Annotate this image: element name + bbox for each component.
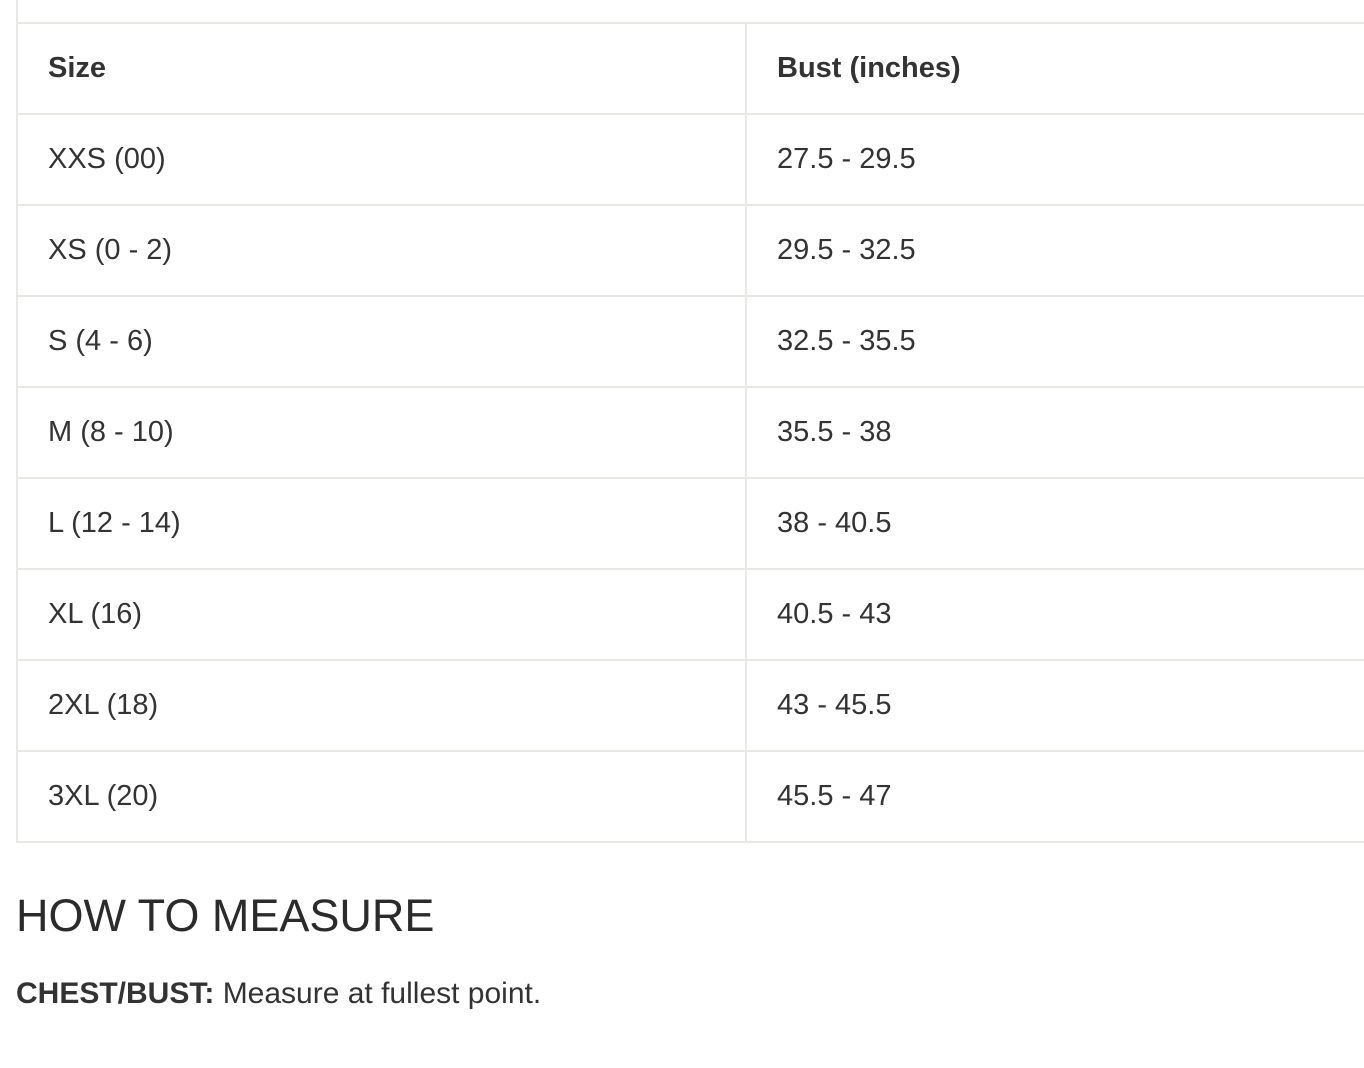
bust-cell: 32.5 - 35.5: [745, 295, 1364, 388]
size-cell: M (8 - 10): [16, 386, 747, 479]
table-row: S (4 - 6) 32.5 - 35.5: [16, 295, 1364, 388]
table-row: L (12 - 14) 38 - 40.5: [16, 477, 1364, 570]
measure-instruction: CHEST/BUST: Measure at fullest point.: [16, 977, 541, 1011]
size-cell: 3XL (20): [16, 750, 747, 843]
header-bust: Bust (inches): [745, 22, 1364, 115]
table-row-top-partial: [16, 0, 1364, 24]
bust-cell: 35.5 - 38: [745, 386, 1364, 479]
size-chart-table: Size Bust (inches) XXS (00) 27.5 - 29.5 XS…: [16, 0, 1364, 843]
measure-text: Measure at fullest point.: [222, 977, 542, 1010]
bust-cell: 45.5 - 47: [745, 750, 1364, 843]
table-row: XS (0 - 2) 29.5 - 32.5: [16, 204, 1364, 297]
bust-cell: 40.5 - 43: [745, 568, 1364, 661]
bust-cell: 38 - 40.5: [745, 477, 1364, 570]
measure-label: CHEST/BUST:: [16, 977, 215, 1010]
size-cell: S (4 - 6): [16, 295, 747, 388]
table-row: 2XL (18) 43 - 45.5: [16, 659, 1364, 752]
size-cell: XS (0 - 2): [16, 204, 747, 297]
size-cell: L (12 - 14): [16, 477, 747, 570]
bust-cell: 43 - 45.5: [745, 659, 1364, 752]
table-row: 3XL (20) 45.5 - 47: [16, 750, 1364, 843]
size-cell: 2XL (18): [16, 659, 747, 752]
header-size: Size: [16, 22, 747, 115]
table-row: XL (16) 40.5 - 43: [16, 568, 1364, 661]
table-header-row: Size Bust (inches): [16, 22, 1364, 115]
bust-cell: 27.5 - 29.5: [745, 113, 1364, 206]
size-cell: XXS (00): [16, 113, 747, 206]
bust-cell: 29.5 - 32.5: [745, 204, 1364, 297]
how-to-measure-heading: HOW TO MEASURE: [16, 890, 435, 941]
size-cell: XL (16): [16, 568, 747, 661]
table-row: XXS (00) 27.5 - 29.5: [16, 113, 1364, 206]
table-row: M (8 - 10) 35.5 - 38: [16, 386, 1364, 479]
